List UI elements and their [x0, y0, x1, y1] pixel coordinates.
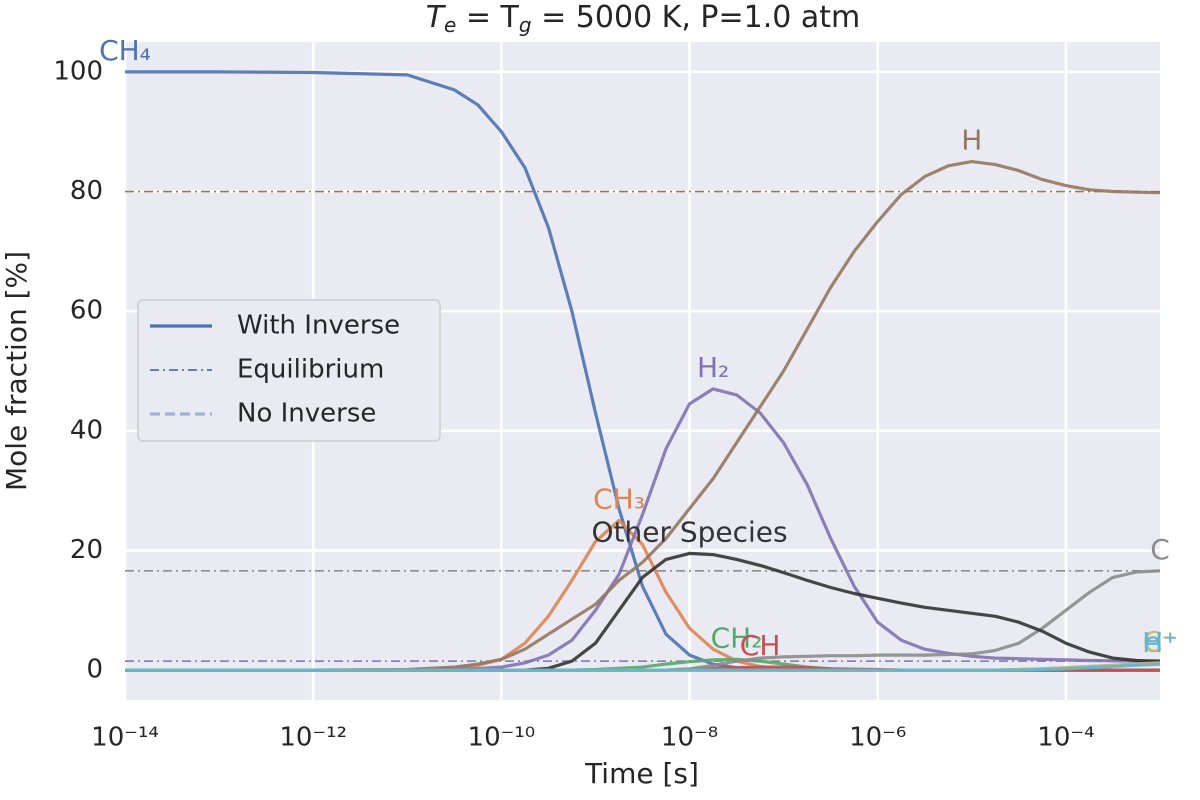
- y-tick-label: 20: [70, 535, 103, 565]
- series-label: H₂: [697, 351, 729, 384]
- title-sub: g: [519, 13, 532, 37]
- legend-box: [137, 299, 441, 442]
- y-tick-label: 60: [70, 296, 103, 326]
- x-tick-label: 10⁻¹⁰: [468, 723, 536, 753]
- x-tick-label: 10⁻⁸: [661, 723, 718, 753]
- title-part: = 5000 K, P=1.0 atm: [532, 0, 861, 35]
- series-line: [125, 387, 1160, 672]
- legend-label: No Inverse: [237, 399, 376, 429]
- series-label: CH₂: [711, 621, 763, 654]
- series-label: H⁺: [1142, 626, 1178, 659]
- lines: [125, 70, 1161, 672]
- series-label: e⁻: [1144, 626, 1176, 659]
- series-label: C: [1150, 533, 1170, 566]
- y-tick-label: 40: [70, 415, 103, 445]
- x-tick-label: 10⁻⁴: [1037, 723, 1094, 753]
- y-tick-label: 100: [53, 56, 103, 86]
- series-line: [125, 662, 1161, 672]
- series-label: H: [961, 124, 982, 157]
- legend: With Inverse Equilibrium No Inverse: [137, 299, 441, 442]
- series-label: CH₄: [99, 34, 151, 67]
- series-line: [125, 160, 1161, 672]
- legend-label: Equilibrium: [237, 355, 384, 385]
- x-tick-label: 10⁻¹⁴: [91, 723, 159, 753]
- x-tick-label: 10⁻¹²: [279, 723, 347, 753]
- x-tick-label: 10⁻⁶: [849, 723, 906, 753]
- x-axis-label: Time [s]: [584, 757, 699, 790]
- y-axis-label: Mole fraction [%]: [0, 251, 33, 491]
- series-label: CH₃: [593, 483, 645, 516]
- y-tick-label: 0: [86, 655, 103, 685]
- y-tick-label: 80: [70, 176, 103, 206]
- chart-title: Te = Tg = 5000 K, P=1.0 atm: [426, 0, 861, 37]
- title-part: T: [426, 0, 447, 35]
- series-label: Other Species: [591, 515, 787, 548]
- series-label: C⁺: [1143, 625, 1177, 658]
- title-part: = T: [456, 0, 519, 35]
- series-label: CH: [740, 629, 781, 662]
- title-sub: e: [444, 13, 456, 37]
- legend-label: With Inverse: [237, 311, 400, 341]
